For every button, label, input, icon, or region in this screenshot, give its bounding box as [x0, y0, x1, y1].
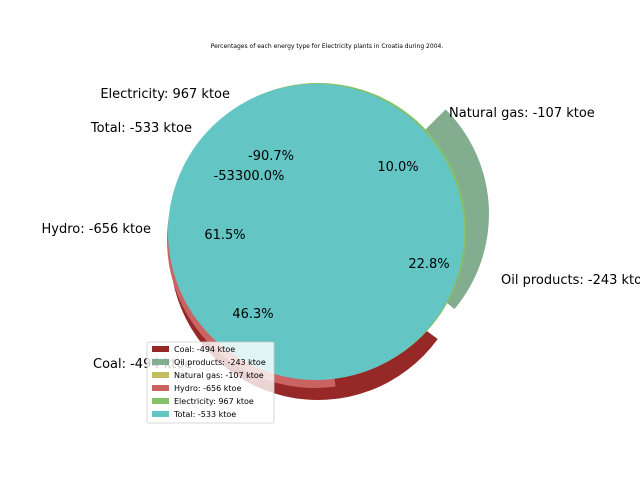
legend-label: Total: -533 ktoe	[173, 410, 236, 419]
legend-swatch	[152, 359, 169, 365]
label-oil-products: Oil products: -243 ktoe	[501, 273, 640, 288]
legend-swatch	[152, 398, 169, 404]
pct-coal: 46.3%	[232, 307, 273, 322]
legend-label: Coal: -494 ktoe	[174, 345, 235, 354]
label-hydro: Hydro: -656 ktoe	[42, 222, 151, 237]
label-electricity: Electricity: 967 ktoe	[100, 87, 230, 102]
pct-total: -53300.0%	[214, 169, 285, 184]
pct-natural-gas: 10.0%	[377, 160, 418, 175]
legend-swatch	[152, 372, 169, 378]
label-natural-gas: Natural gas: -107 ktoe	[449, 106, 595, 121]
pct-hydro: 61.5%	[204, 228, 245, 243]
legend-label: Natural gas: -107 ktoe	[174, 371, 264, 380]
label-total: Total: -533 ktoe	[90, 121, 192, 136]
legend: Coal: -494 ktoe Oil products: -243 ktoe Na…	[146, 341, 275, 424]
legend-swatch	[152, 411, 169, 417]
legend-label: Oil products: -243 ktoe	[174, 358, 266, 367]
pct-oil-products: 22.8%	[408, 257, 449, 272]
legend-swatch	[152, 385, 169, 391]
chart-title: Percentages of each energy type for Elec…	[211, 43, 444, 50]
legend-swatch	[152, 346, 169, 352]
legend-label: Hydro: -656 ktoe	[174, 384, 241, 393]
legend-label: Electricity: 967 ktoe	[174, 397, 254, 406]
slice-total	[168, 84, 464, 380]
pct-electricity: -90.7%	[248, 149, 294, 164]
